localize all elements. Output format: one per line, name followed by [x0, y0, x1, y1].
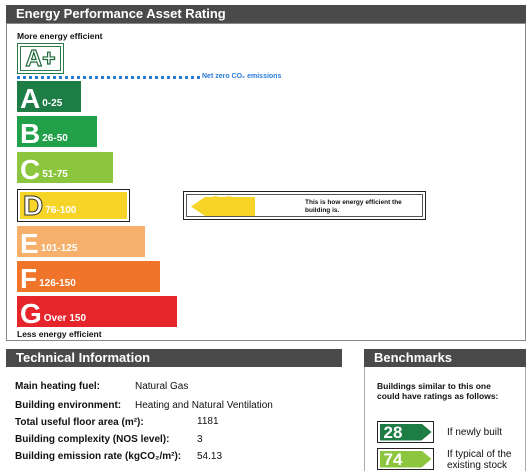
band-letter: C: [20, 154, 41, 185]
tech-label: Total useful floor area (m²):: [15, 417, 144, 428]
benchmark-value: 28: [383, 422, 403, 442]
benchmark-label: If newly built: [447, 427, 503, 438]
tech-value: Natural Gas: [135, 381, 189, 392]
band-c: C 51-75: [17, 152, 113, 185]
tech-value: Heating and Natural Ventilation: [135, 400, 273, 411]
band-b: B 26-50: [17, 116, 97, 149]
benchmarks-intro: Buildings similar to this one could have…: [377, 381, 499, 401]
band-e: E 101-125: [17, 226, 145, 259]
rating-description: This is how energy efficient the buildin…: [305, 199, 402, 214]
benchmark-new-build: 28: [377, 421, 434, 443]
tech-row-emission-rate: Building emission rate (kgCO₂/m²):: [15, 451, 181, 462]
tech-value: 1181: [197, 416, 219, 427]
band-range: 51-75: [42, 169, 68, 180]
band-aplus: A+: [17, 43, 64, 74]
tech-row-complexity: Building complexity (NOS level):: [15, 434, 169, 445]
band-letter: F: [20, 263, 38, 294]
band-range: 101-125: [40, 243, 78, 254]
band-letter: G: [20, 298, 42, 329]
benchmarks-panel: [364, 367, 526, 471]
less-efficient-label: Less energy efficient: [17, 329, 102, 339]
tech-row-floor-area: Total useful floor area (m²):: [15, 417, 144, 428]
band-letter: E: [20, 228, 39, 259]
benchmark-label: If typical of the existing stock: [447, 449, 512, 471]
band-letter: D: [22, 190, 44, 221]
net-zero-line: [17, 76, 200, 79]
technical-header-title: Technical Information: [16, 350, 151, 365]
rating-indicator: 89 This is how energy efficient the buil…: [183, 191, 426, 220]
benchmark-new-build-inner: 28: [380, 422, 432, 442]
rating-value: 89: [209, 192, 236, 219]
benchmarks-header-title: Benchmarks: [374, 350, 453, 365]
benchmark-arrow: [380, 424, 432, 441]
band-a: A 0-25: [17, 81, 81, 114]
band-range: 26-50: [42, 133, 68, 144]
rating-arrow: [191, 197, 255, 216]
band-d: D 76-100: [17, 189, 130, 222]
tech-row-heating-fuel: Main heating fuel:: [15, 381, 100, 392]
benchmark-arrow: [380, 451, 432, 468]
band-f: F 126-150: [17, 261, 160, 294]
benchmark-value: 74: [383, 449, 403, 469]
rating-indicator-inner: 89 This is how energy efficient the buil…: [186, 192, 423, 219]
tech-label: Building emission rate (kgCO₂/m²):: [15, 451, 182, 462]
band-aplus-label: A+: [20, 46, 61, 71]
tech-value: 3: [197, 434, 203, 445]
technical-header: Technical Information: [6, 349, 342, 367]
tech-label: Main heating fuel:: [15, 381, 100, 392]
band-letter: A: [20, 83, 41, 114]
band-letter: B: [20, 118, 41, 149]
tech-row-environment: Building environment:: [15, 400, 121, 411]
tech-value: 54.13: [197, 451, 223, 462]
benchmark-typical-stock-inner: 74: [380, 449, 432, 469]
rating-panel: [6, 23, 526, 341]
more-efficient-label: More energy efficient: [17, 31, 103, 41]
main-header-title: Energy Performance Asset Rating: [16, 6, 226, 21]
band-range: 126-150: [39, 278, 76, 289]
benchmark-typical-stock: 74: [377, 448, 434, 470]
band-d-fill: D 76-100: [20, 190, 127, 221]
tech-label: Building environment:: [15, 400, 122, 411]
band-range: 76-100: [45, 205, 77, 216]
band-g: G Over 150: [17, 296, 177, 329]
band-range: Over 150: [43, 313, 87, 324]
main-header: Energy Performance Asset Rating: [6, 5, 526, 23]
net-zero-label: Net zero CO₂ emissions: [202, 73, 282, 80]
band-range: 0-25: [42, 98, 63, 109]
tech-label: Building complexity (NOS level):: [15, 434, 170, 445]
benchmarks-header: Benchmarks: [364, 349, 526, 367]
